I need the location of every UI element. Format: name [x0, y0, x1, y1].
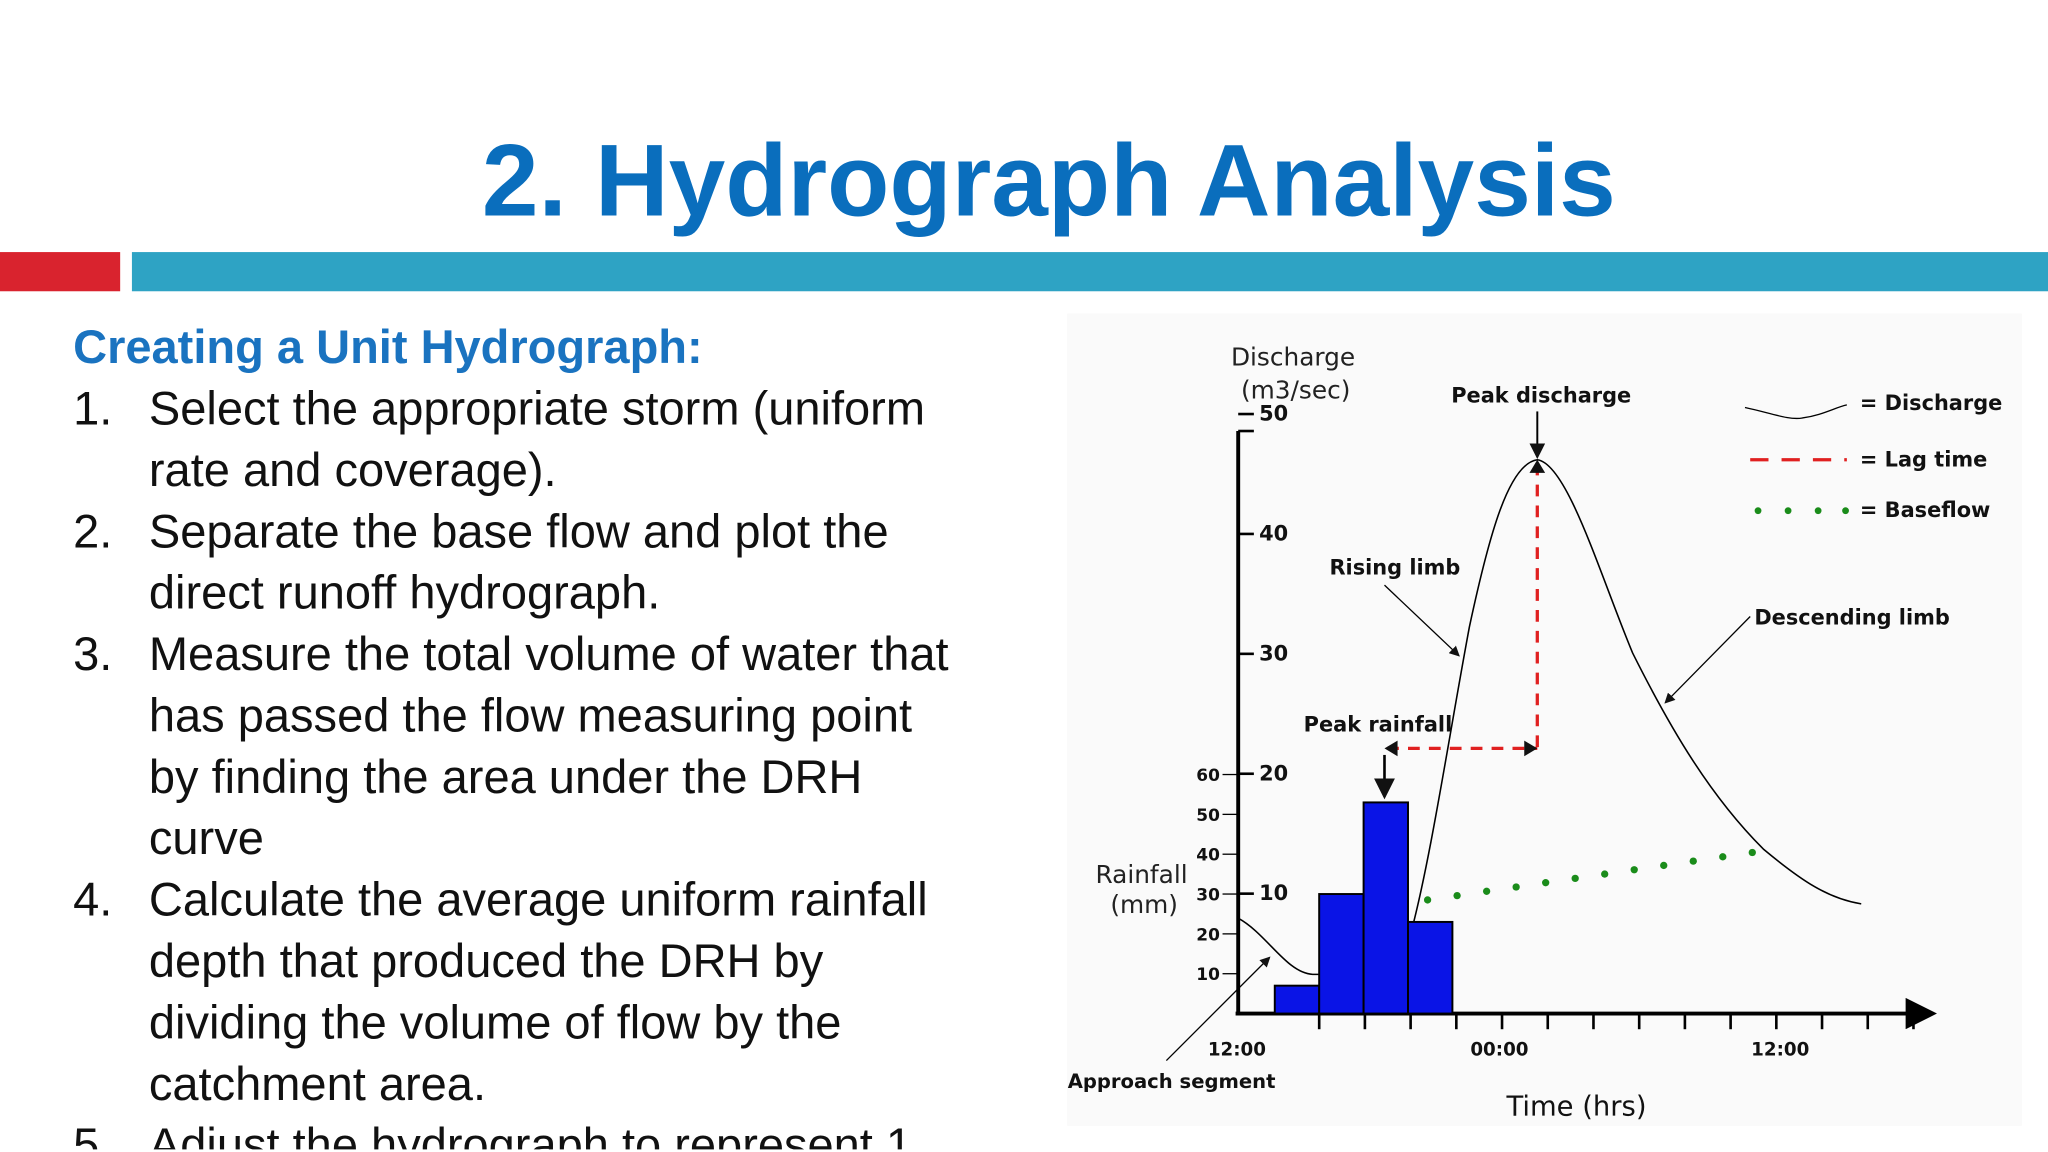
- time-label: 12:00: [1208, 1039, 1266, 1060]
- step-text: direct runoff hydrograph.: [149, 566, 660, 619]
- steps-list: 1. Select the appropriate storm (uniform r…: [73, 381, 948, 1152]
- baseflow-dot: [1660, 861, 1668, 870]
- step-number: 4.: [73, 873, 112, 926]
- arrow: [1664, 616, 1751, 704]
- tick-label: 10: [1259, 881, 1288, 905]
- step-text: Select the appropriate storm (uniform: [149, 381, 925, 434]
- step-text: Separate the base flow and plot the: [149, 504, 889, 557]
- lag-time: [1387, 463, 1539, 751]
- subtitle: Creating a Unit Hydrograph:: [73, 320, 703, 373]
- rainfall-bar: [1407, 920, 1454, 1015]
- rainfall-bar: [1362, 801, 1409, 1015]
- baseflow-dot: [1542, 879, 1550, 887]
- step-text: by finding the area under the DRH: [149, 750, 863, 803]
- step-number: 3.: [73, 627, 112, 680]
- tick-label: 20: [1196, 925, 1220, 945]
- annotation: Approach segment: [1068, 1070, 1276, 1093]
- baseflow-dot: [1453, 891, 1461, 900]
- slide-title: 2. Hydrograph Analysis: [482, 124, 1616, 238]
- rainfall-bar: [1273, 984, 1321, 1015]
- step-number: 2.: [73, 504, 112, 557]
- baseflow-dot: [1719, 853, 1727, 861]
- annotation: Peak rainfall: [1304, 712, 1453, 736]
- legend-entry: = Baseflow: [1860, 498, 1990, 522]
- baseflow-dot: [1482, 887, 1491, 895]
- baseflow-dot: [1689, 857, 1697, 865]
- legend-discharge-swatch: [1744, 404, 1847, 420]
- x-axis-title: Time (hrs): [1505, 1091, 1646, 1122]
- annotation: Rising limb: [1329, 556, 1460, 580]
- step-number: 1.: [73, 381, 112, 434]
- step-text: rate and coverage).: [149, 443, 557, 496]
- title-bar: [131, 252, 2048, 292]
- step-text: Calculate the average uniform rainfall: [149, 873, 928, 926]
- step-text: dividing the volume of flow by the: [149, 995, 842, 1048]
- tick-label: 10: [1196, 965, 1220, 985]
- figure-panel: [1067, 313, 2022, 1126]
- step-text: catchment area.: [149, 1057, 486, 1110]
- step-text: Measure the total volume of water that: [149, 627, 949, 680]
- arrow: [1384, 584, 1460, 657]
- bottom-edge: [0, 1149, 2048, 1152]
- tick-label: 40: [1196, 846, 1220, 866]
- annotation: Descending limb: [1754, 605, 1949, 629]
- legend-entry: = Discharge: [1860, 391, 2002, 415]
- hydrograph-figure: Discharge (m3/sec) Rainfall (mm) Peak di…: [1068, 343, 2003, 1123]
- arrow: [1165, 956, 1271, 1062]
- time-label: 12:00: [1751, 1039, 1809, 1060]
- tick-label: 30: [1196, 886, 1220, 906]
- axis-label: Rainfall: [1095, 860, 1187, 889]
- step-text: depth that produced the DRH by: [149, 934, 824, 987]
- baseflow-dot: [1512, 883, 1520, 891]
- step-text: Adjust the hydrograph to represent 1: [149, 1118, 912, 1152]
- baseflow-dot: [1571, 874, 1579, 883]
- axis-label: (mm): [1110, 890, 1178, 919]
- baseflow-dot: [1601, 870, 1609, 878]
- baseflow-dot: [1423, 896, 1432, 904]
- step-text: has passed the flow measuring point: [149, 688, 912, 741]
- tick-label: 20: [1259, 761, 1288, 785]
- baseflow-dot: [1630, 866, 1638, 874]
- accent-bar: [0, 252, 121, 292]
- legend-entry: = Lag time: [1860, 447, 1987, 471]
- legend-baseflow-swatch: [1754, 507, 1849, 515]
- tick-label: 30: [1259, 641, 1288, 665]
- baseflow: [1423, 848, 1756, 904]
- annotation: Peak discharge: [1451, 383, 1631, 407]
- axis-label: (m3/sec): [1241, 375, 1350, 404]
- tick-label: 50: [1259, 402, 1288, 426]
- tick-label: 40: [1259, 521, 1288, 545]
- step-text: curve: [149, 811, 264, 864]
- baseflow-dot: [1748, 848, 1756, 857]
- axis-label: Discharge: [1231, 343, 1355, 372]
- time-label: 00:00: [1470, 1039, 1528, 1060]
- step-number: 5.: [73, 1118, 112, 1152]
- tick-label: 60: [1196, 766, 1220, 786]
- rainfall-bar: [1318, 893, 1365, 1015]
- tick-label: 50: [1196, 806, 1220, 826]
